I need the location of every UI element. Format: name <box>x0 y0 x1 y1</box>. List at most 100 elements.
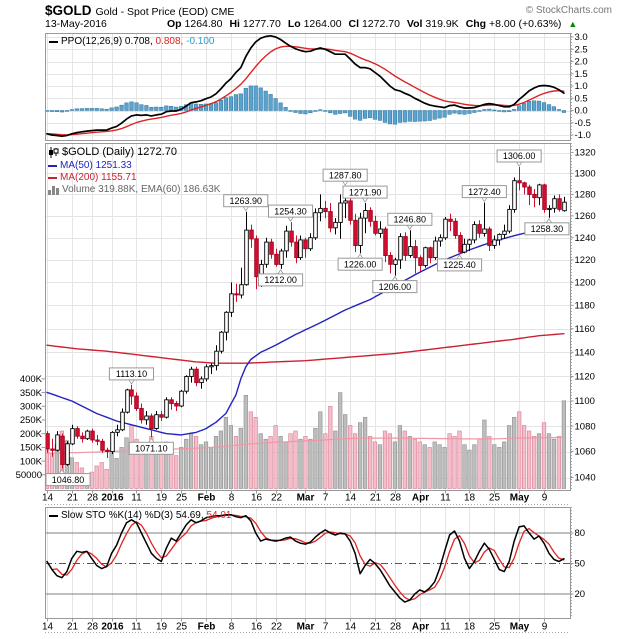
ma50-line-swatch <box>48 164 57 167</box>
svg-text:1.5: 1.5 <box>575 69 588 80</box>
svg-text:1140: 1140 <box>575 348 595 359</box>
svg-text:1320: 1320 <box>575 148 596 159</box>
svg-text:100K: 100K <box>20 456 43 467</box>
quote-item: Hi 1277.70 <box>229 18 281 30</box>
svg-text:2016: 2016 <box>101 493 124 504</box>
svg-text:1260: 1260 <box>575 211 596 222</box>
svg-text:14: 14 <box>42 622 54 633</box>
symbol-description: Gold - Spot Price (EOD) CME <box>95 6 235 18</box>
svg-text:1240: 1240 <box>575 233 596 244</box>
svg-text:1258.30: 1258.30 <box>531 224 564 234</box>
svg-text:1300: 1300 <box>575 169 596 180</box>
svg-text:7: 7 <box>323 622 329 633</box>
svg-text:1306.00: 1306.00 <box>503 151 536 161</box>
ma200-legend-label: MA(200) 1155.71 <box>60 172 137 183</box>
svg-text:21: 21 <box>370 622 382 633</box>
price-callout: 1206.00 <box>372 275 418 294</box>
quote-values: Op 1264.80 Hi 1277.70 Lo 1264.00 Cl 1272.70… <box>167 18 568 30</box>
svg-text:-0.5: -0.5 <box>575 118 591 129</box>
svg-text:28: 28 <box>390 622 402 633</box>
svg-text:1.0: 1.0 <box>575 81 588 92</box>
volume-icon <box>48 185 59 195</box>
svg-text:1200: 1200 <box>575 278 596 289</box>
svg-text:150K: 150K <box>20 443 43 454</box>
price-callout: 1287.80 <box>322 168 368 186</box>
svg-text:1271.90: 1271.90 <box>349 187 382 197</box>
svg-text:8: 8 <box>229 493 235 504</box>
svg-text:16: 16 <box>251 493 263 504</box>
svg-text:-1.0: -1.0 <box>575 130 591 141</box>
svg-text:350K: 350K <box>20 388 43 399</box>
copyright-link[interactable]: © StockCharts.com <box>525 5 612 16</box>
date-axis: 14 21 28 2016 11 19 25 Feb 8 16 22 Mar 7 14 21 28 Apr 11 1… <box>42 490 570 633</box>
svg-text:50: 50 <box>575 559 586 570</box>
svg-text:1046.80: 1046.80 <box>52 475 85 485</box>
quote-item: Cl 1272.70 <box>348 18 400 30</box>
symbol: $GOLD <box>45 3 92 18</box>
svg-text:25: 25 <box>176 622 188 633</box>
svg-text:3.0: 3.0 <box>575 32 588 43</box>
svg-text:May: May <box>510 493 530 504</box>
svg-text:Apr: Apr <box>412 622 429 633</box>
svg-text:1060: 1060 <box>575 447 596 458</box>
sto-legend: Slow STO %K(14) %D(3) 54.69, 54.01 <box>49 510 231 521</box>
svg-text:1071.10: 1071.10 <box>135 444 168 454</box>
title-row: $GOLD Gold - Spot Price (EOD) CME <box>45 3 234 18</box>
svg-text:14: 14 <box>345 493 357 504</box>
ppo-histogram-value: -0.100 <box>186 36 215 47</box>
svg-text:Mar: Mar <box>297 622 315 633</box>
svg-text:1212.00: 1212.00 <box>264 275 297 285</box>
svg-text:25: 25 <box>176 493 188 504</box>
quote-row: 13-May-2016 Op 1264.80 Hi 1277.70 Lo 1264.0… <box>45 18 577 30</box>
sto-panel-lines <box>45 513 570 603</box>
svg-text:1280: 1280 <box>575 190 596 201</box>
price-callout: 1263.90 <box>223 194 269 212</box>
quote-item: Vol 319.9K <box>406 18 459 30</box>
price-callout: 1246.80 <box>387 212 433 230</box>
svg-text:19: 19 <box>156 622 168 633</box>
price-callout: 1226.00 <box>337 253 383 271</box>
svg-text:May: May <box>510 622 530 633</box>
svg-text:25: 25 <box>489 622 501 633</box>
ma200-legend: MA(200) 1155.71 <box>48 172 137 183</box>
price-legend-label: $GOLD (Daily) 1272.70 <box>62 146 177 158</box>
ma200-line <box>46 333 565 364</box>
svg-text:25: 25 <box>489 493 501 504</box>
svg-text:400K: 400K <box>20 374 43 385</box>
ppo-line-swatch <box>49 40 58 43</box>
price-callout: 1272.40 <box>461 185 507 203</box>
up-arrow-icon: ▲ <box>568 19 578 29</box>
candlestick-icon <box>49 147 59 158</box>
main-panel <box>45 143 571 491</box>
svg-text:0.5: 0.5 <box>575 94 588 105</box>
svg-text:1080: 1080 <box>575 421 596 432</box>
price-callout: 1212.00 <box>258 269 304 287</box>
svg-text:1100: 1100 <box>575 396 595 407</box>
volume-legend: Volume 319.88K, EMA(60) 186.63K <box>48 184 220 195</box>
svg-text:16: 16 <box>251 622 263 633</box>
svg-text:1272.40: 1272.40 <box>468 187 501 197</box>
ma50-line <box>46 224 565 436</box>
price-callout: 1225.40 <box>437 254 483 272</box>
ppo-signal-value: 0.808, <box>155 36 187 47</box>
svg-text:9: 9 <box>542 493 548 504</box>
ppo-legend-label: PPO(12,26,9) 0.708, <box>61 36 156 47</box>
price-legend: $GOLD (Daily) 1272.70 <box>48 147 177 158</box>
svg-text:1220: 1220 <box>575 255 596 266</box>
svg-text:1246.80: 1246.80 <box>394 215 427 225</box>
volume-legend-label: Volume 319.88K, EMA(60) 186.63K <box>62 184 221 195</box>
ppo-panel <box>45 33 571 141</box>
ppo-legend: PPO(12,26,9) 0.708, 0.808, -0.100 <box>49 36 214 47</box>
price-callout: 1071.10 <box>128 437 174 455</box>
svg-text:1287.80: 1287.80 <box>329 170 362 180</box>
candlesticks <box>45 167 567 469</box>
svg-text:200K: 200K <box>20 429 43 440</box>
svg-text:21: 21 <box>67 493 79 504</box>
svg-text:28: 28 <box>87 493 99 504</box>
svg-text:1113.10: 1113.10 <box>116 369 147 379</box>
gridlines <box>45 33 570 618</box>
price-callout: 1113.10 <box>108 367 154 385</box>
price-callout: 1306.00 <box>496 149 542 167</box>
axis-labels: 3.0 2.52.01.51.0 0.50.0-0.5-1.0 1040 1060 108… <box>16 32 596 618</box>
